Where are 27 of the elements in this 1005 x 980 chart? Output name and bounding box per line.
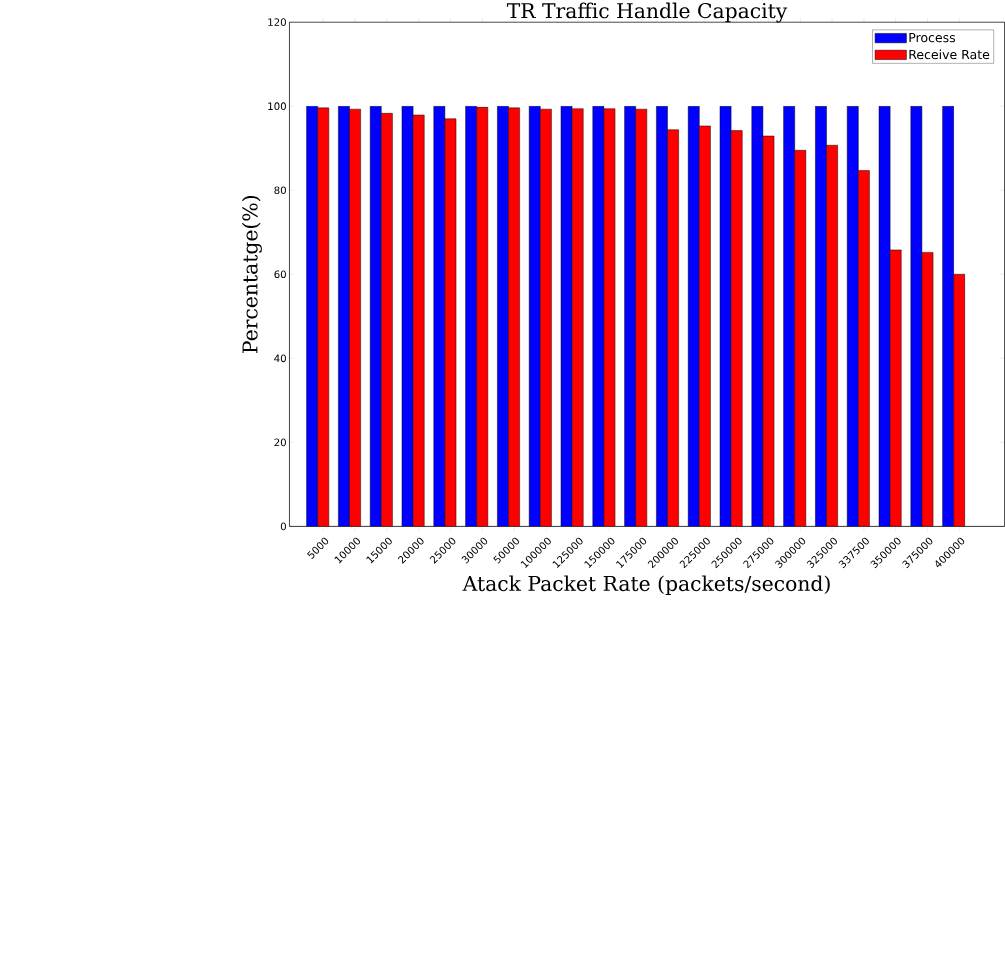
y-tick-label: 80 [274,186,286,194]
bar [699,125,711,527]
bar [412,114,425,527]
bar [730,130,743,527]
y-axis-title: Percentatge(%) [241,195,262,353]
legend-label: Process [909,32,956,43]
y-tick-label: 100 [268,102,286,110]
bar [667,129,679,527]
y-tick-label: 60 [274,270,286,279]
legend-label: Receive Rate [909,49,990,60]
chart-title: TR Traffic Handle Capacity [506,2,788,23]
bar [349,108,361,527]
y-tick-label: 120 [268,18,286,26]
bar [540,108,552,527]
bar [858,170,870,527]
bar [571,108,584,527]
bar [794,149,807,527]
y-tick-label: 20 [274,438,286,447]
x-axis-title: Atack Packet Rate (packets/second) [462,575,830,595]
bar [317,107,330,527]
bar [508,107,520,527]
bar [381,112,393,527]
bar [635,108,648,527]
bar [476,106,489,527]
y-tick-label: 40 [274,354,286,363]
y-tick-label: 0 [280,522,286,531]
bar [826,144,838,527]
